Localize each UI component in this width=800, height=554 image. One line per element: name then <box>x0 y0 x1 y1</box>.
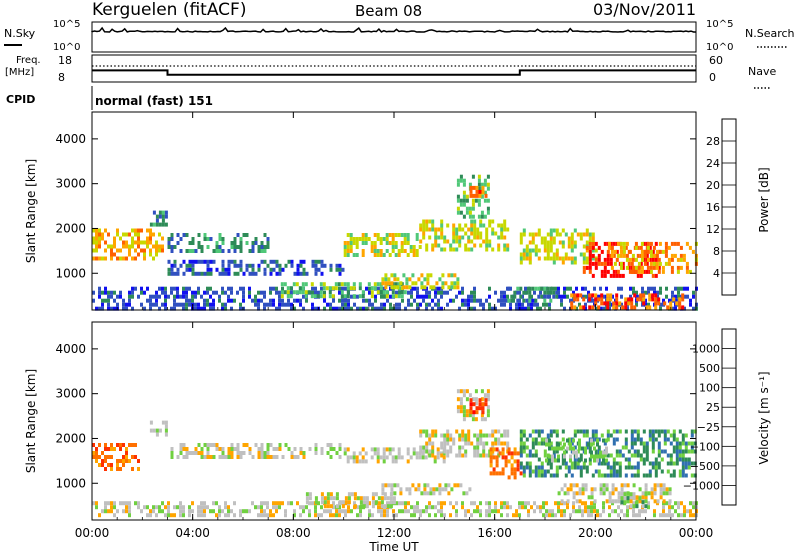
data-region <box>280 282 407 299</box>
time-x-ticks: 00:00 04:00 08:00 12:00 16:00 20:00 00:00 <box>75 112 714 540</box>
freq-strip: Freq. [MHz] 18 8 60 0 Nave <box>5 54 776 89</box>
colorbar-tick-label: 16 <box>706 201 720 214</box>
x-tick-label: 16:00 <box>477 526 512 540</box>
colorbar-tick-label: 20 <box>706 179 720 192</box>
x-tick-label: 00:00 <box>75 526 110 540</box>
freq-tick-high: 18 <box>58 54 72 67</box>
power-panel: 1000 2000 3000 4000 Slant Range [km] 4 8 12 16… <box>24 111 771 311</box>
data-region <box>381 483 472 496</box>
date-title: 03/Nov/2011 <box>593 0 696 19</box>
freq-label: Freq. <box>16 55 41 66</box>
x-tick-label: 04:00 <box>175 526 210 540</box>
colorbar-tick-label: −500 <box>690 460 720 473</box>
data-region <box>167 233 270 253</box>
power-colorbar: 4 8 12 16 20 24 28 <box>706 118 737 296</box>
x-axis-label: Time UT <box>368 540 419 554</box>
nsky-trace <box>91 26 696 33</box>
y-tick-label: 4000 <box>55 132 86 146</box>
freq-tick-low: 8 <box>58 71 65 84</box>
colorbar-tick-label: 25 <box>706 401 720 414</box>
data-region <box>149 210 168 227</box>
cpid-label: CPID <box>6 93 35 106</box>
power-y-label: Slant Range [km] <box>24 159 38 263</box>
colorbar-tick-label: −100 <box>690 440 720 453</box>
nsearch-tick-low: 10^0 <box>706 42 733 53</box>
data-region <box>381 273 460 290</box>
data-region <box>469 398 488 415</box>
data-region <box>167 259 345 276</box>
power-data <box>92 174 698 311</box>
velocity-colorbar: 1000 500 100 25 −25 −100 −500 −1000 <box>683 328 737 506</box>
data-region <box>456 174 490 219</box>
data-region <box>149 420 168 437</box>
nsky-tick-high: 10^5 <box>53 19 80 30</box>
nave-label: Nave <box>748 65 776 78</box>
data-region <box>343 233 422 257</box>
y-tick-label: 4000 <box>55 342 86 356</box>
y-tick-label: 3000 <box>55 387 86 401</box>
nsearch-tick-high: 10^5 <box>706 19 733 30</box>
data-region <box>489 447 523 480</box>
data-region <box>557 483 672 504</box>
data-region <box>469 185 488 198</box>
nave-tick-high: 60 <box>709 54 723 67</box>
x-tick-label: 00:00 <box>679 526 714 540</box>
colorbar-tick-label: 100 <box>699 382 720 395</box>
data-region <box>607 241 698 274</box>
x-tick-label: 20:00 <box>578 526 613 540</box>
y-tick-label: 2000 <box>55 221 86 235</box>
nsearch-label: N.Search <box>745 27 795 40</box>
colorbar-tick-label: 12 <box>706 223 720 236</box>
nave-tick-low: 0 <box>709 71 716 84</box>
power-y-ticks: 1000 2000 3000 4000 <box>55 132 696 280</box>
data-region <box>170 443 342 459</box>
velocity-panel: 1000 2000 3000 4000 Slant Range [km] 1000 50… <box>24 112 771 554</box>
data-region <box>92 443 140 471</box>
velocity-y-label: Slant Range [km] <box>24 369 38 473</box>
colorbar-tick-label: −1000 <box>683 479 720 492</box>
nsky-tick-low: 10^0 <box>53 42 80 53</box>
station-title: Kerguelen (fitACF) <box>92 0 246 20</box>
data-region <box>545 438 608 463</box>
y-tick-label: 3000 <box>55 177 86 191</box>
data-region <box>570 293 685 310</box>
colorbar-tick-label: 500 <box>699 362 720 375</box>
velocity-colorbar-label: Velocity [m s⁻¹] <box>757 371 771 464</box>
data-region <box>419 219 510 252</box>
nsky-label: N.Sky <box>4 27 36 40</box>
velocity-data <box>92 389 698 518</box>
colorbar-tick-label: 4 <box>713 267 720 280</box>
y-tick-label: 1000 <box>55 476 86 490</box>
colorbar-tick-label: 24 <box>706 157 720 170</box>
freq-trace <box>92 69 696 76</box>
data-region <box>305 492 396 509</box>
power-colorbar-label: Power [dB] <box>757 167 771 232</box>
colorbar-tick-label: 28 <box>706 135 720 148</box>
x-tick-label: 12:00 <box>377 526 412 540</box>
data-region <box>507 286 559 303</box>
freq-unit: [MHz] <box>5 67 34 78</box>
colorbar-tick-label: 1000 <box>692 343 720 356</box>
beam-title: Beam 08 <box>355 2 422 20</box>
velocity-y-ticks: 1000 2000 3000 4000 <box>55 342 696 490</box>
data-region <box>620 492 648 509</box>
x-tick-label: 08:00 <box>276 526 311 540</box>
y-tick-label: 2000 <box>55 431 86 445</box>
y-tick-label: 1000 <box>55 266 86 280</box>
cpid-strip: CPID normal (fast) 151 <box>6 86 213 110</box>
colorbar-tick-label: −25 <box>697 421 720 434</box>
data-region <box>92 228 164 261</box>
colorbar-tick-label: 8 <box>713 245 720 258</box>
cpid-value: normal (fast) 151 <box>95 94 213 108</box>
nsky-strip: N.Sky 10^5 10^0 10^5 10^0 N.Search <box>4 19 795 53</box>
